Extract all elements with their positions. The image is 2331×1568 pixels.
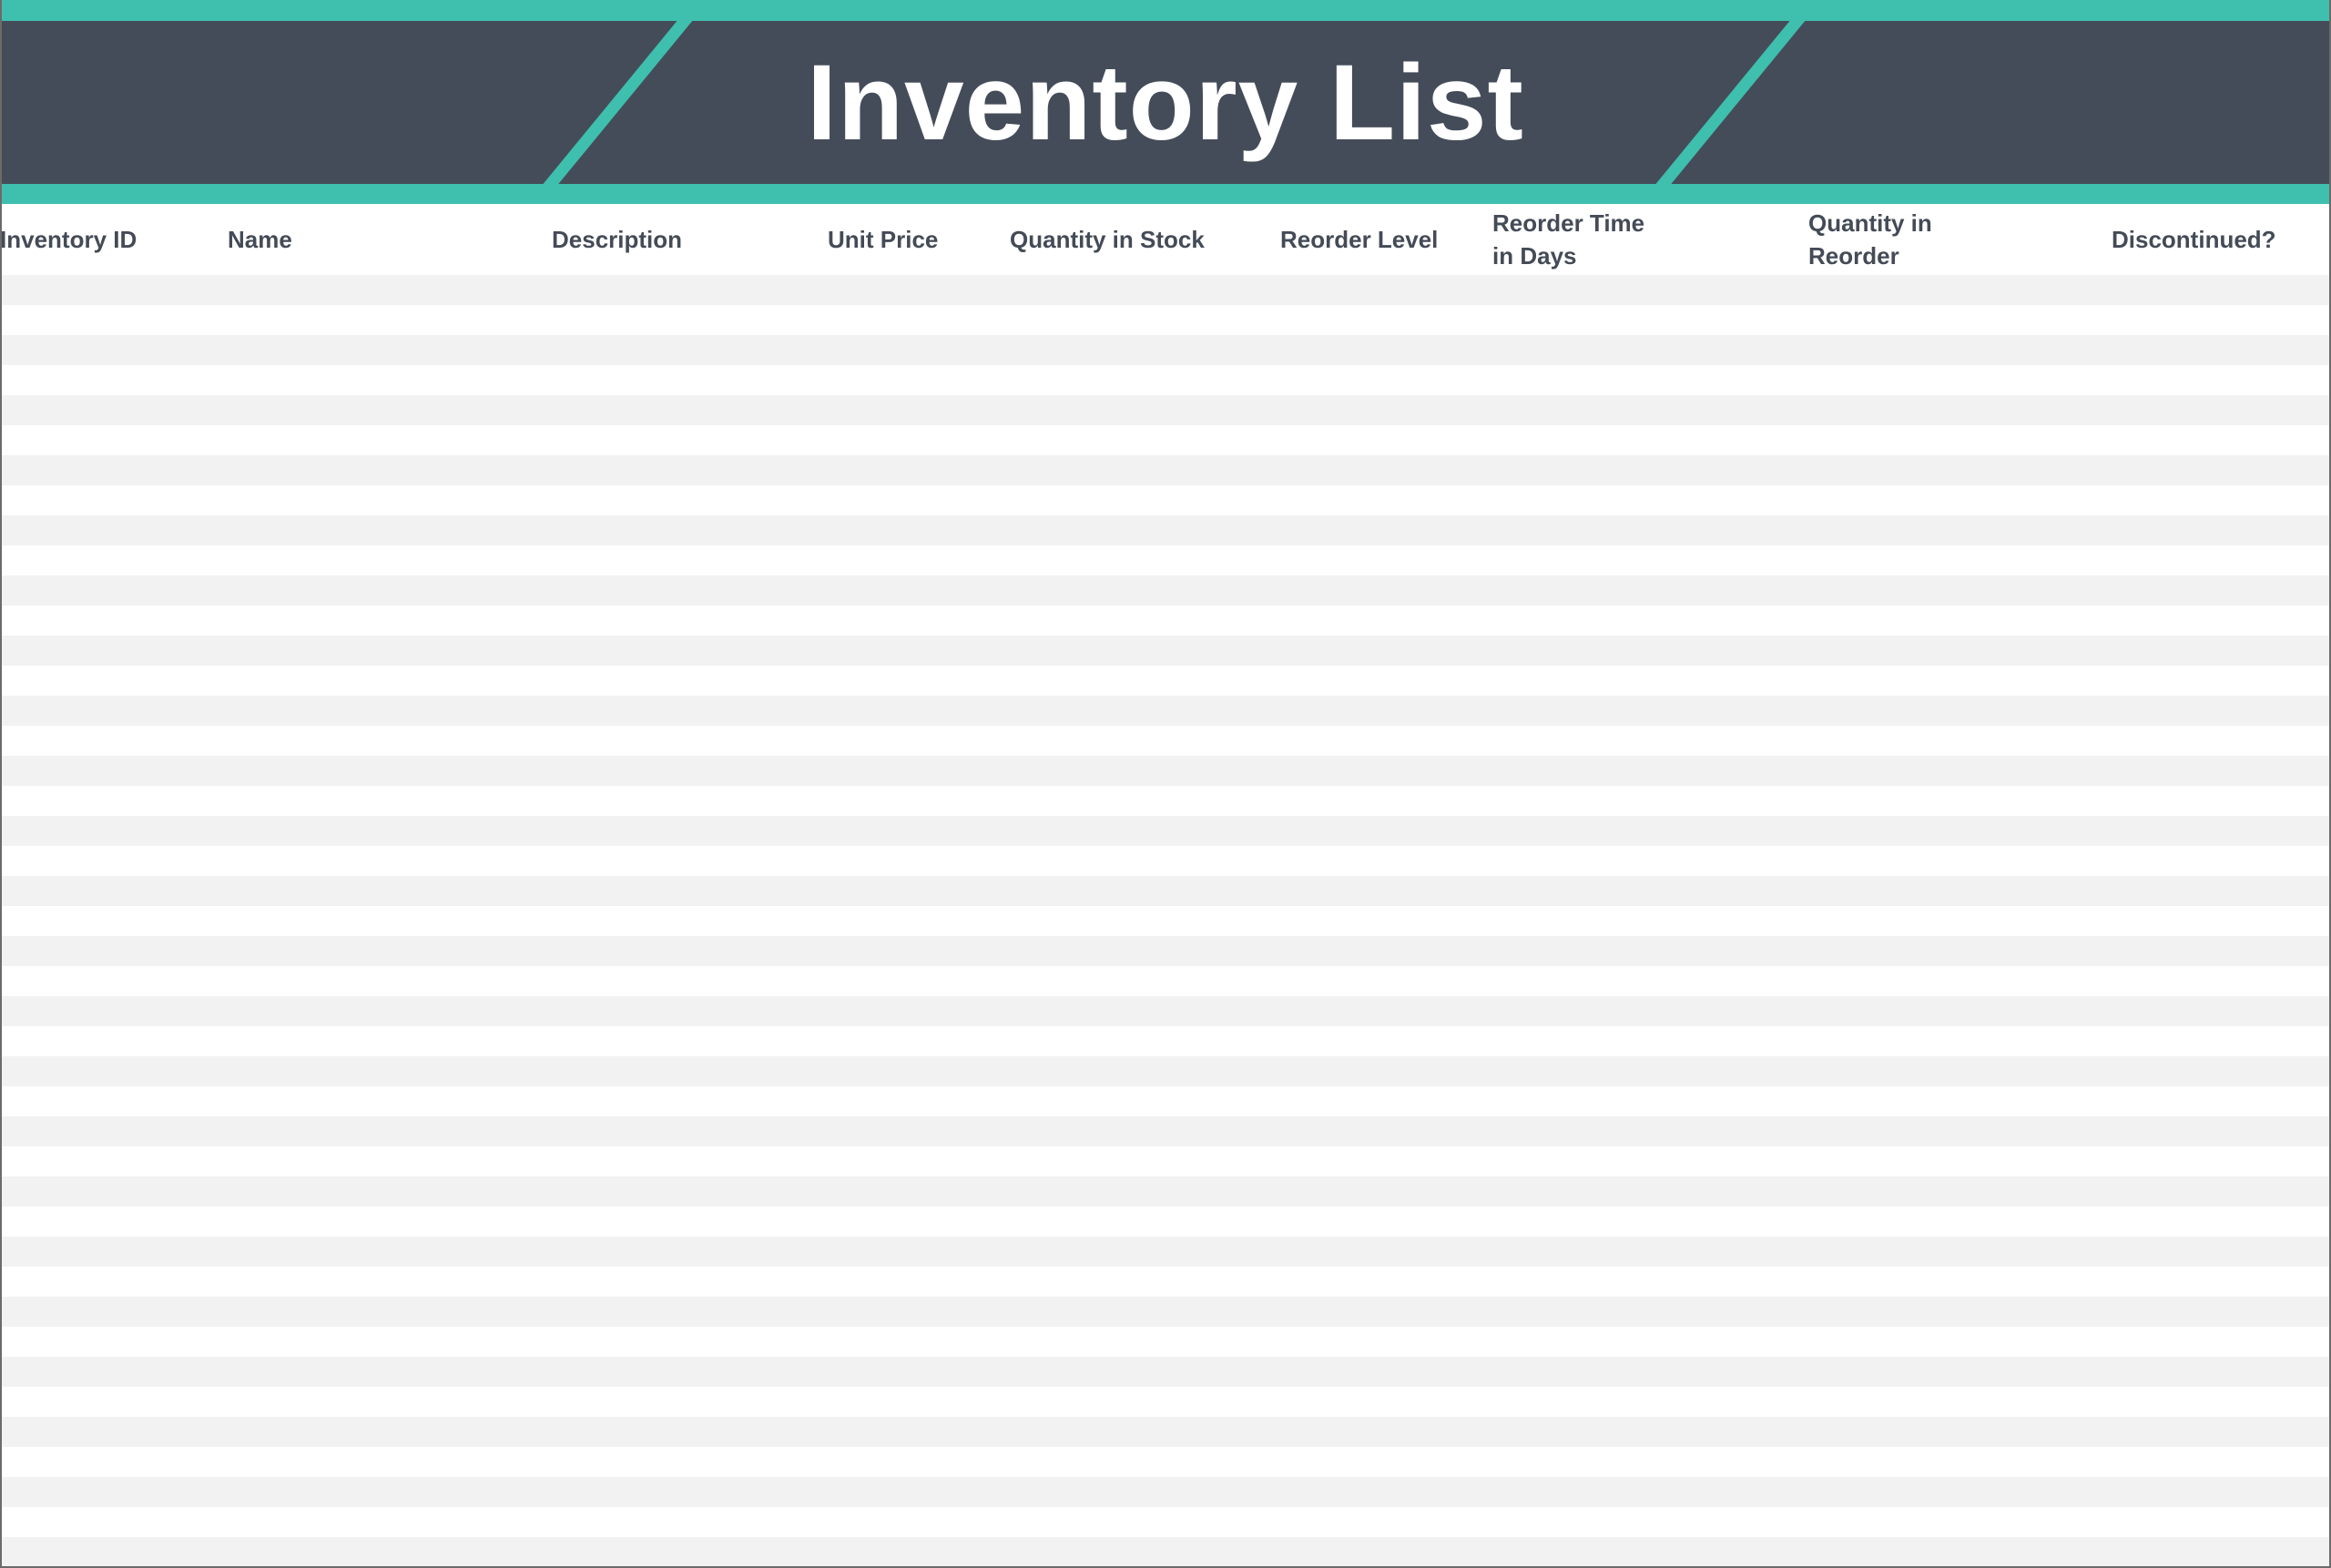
table-row[interactable] bbox=[0, 696, 2331, 726]
table-row[interactable] bbox=[0, 876, 2331, 906]
table-row[interactable] bbox=[0, 666, 2331, 696]
table-row[interactable] bbox=[0, 1267, 2331, 1297]
column-header-unit-price[interactable]: Unit Price bbox=[828, 226, 939, 253]
table-row[interactable] bbox=[0, 1537, 2331, 1567]
table-body bbox=[0, 275, 2331, 1567]
table-row[interactable] bbox=[0, 395, 2331, 425]
table-row[interactable] bbox=[0, 816, 2331, 846]
table-row[interactable] bbox=[0, 455, 2331, 485]
table-row[interactable] bbox=[0, 726, 2331, 756]
title-banner: Inventory List bbox=[0, 0, 2331, 204]
table-row[interactable] bbox=[0, 756, 2331, 786]
table-row[interactable] bbox=[0, 365, 2331, 395]
column-header-inventory-id[interactable]: Inventory ID bbox=[0, 226, 137, 253]
column-header-reorder-time[interactable]: Reorder Time in Days bbox=[1492, 209, 1645, 270]
table-row[interactable] bbox=[0, 305, 2331, 335]
table-row[interactable] bbox=[0, 1507, 2331, 1537]
column-header-reorder-level[interactable]: Reorder Level bbox=[1280, 226, 1439, 253]
table-row[interactable] bbox=[0, 575, 2331, 606]
table-row[interactable] bbox=[0, 1146, 2331, 1176]
diagonal-stripe-right bbox=[1654, 12, 1807, 194]
table-row[interactable] bbox=[0, 1327, 2331, 1357]
banner-dark-band bbox=[0, 21, 2331, 184]
table-row[interactable] bbox=[0, 485, 2331, 515]
table-row[interactable] bbox=[0, 425, 2331, 455]
table-row[interactable] bbox=[0, 996, 2331, 1026]
diagonal-stripe-left bbox=[541, 12, 694, 194]
table-row[interactable] bbox=[0, 936, 2331, 966]
column-header-discontinued[interactable]: Discontinued? bbox=[2112, 226, 2276, 253]
table-row[interactable] bbox=[0, 606, 2331, 636]
table-header-row: Inventory ID Name Description Unit Price… bbox=[0, 204, 2331, 275]
table-row[interactable] bbox=[0, 1237, 2331, 1267]
table-row[interactable] bbox=[0, 1176, 2331, 1207]
table-row[interactable] bbox=[0, 966, 2331, 996]
page-title: Inventory List bbox=[807, 42, 1524, 163]
table-row[interactable] bbox=[0, 1116, 2331, 1146]
table-row[interactable] bbox=[0, 1357, 2331, 1387]
table-row[interactable] bbox=[0, 846, 2331, 876]
table-row[interactable] bbox=[0, 636, 2331, 666]
table-row[interactable] bbox=[0, 1297, 2331, 1327]
table-row[interactable] bbox=[0, 335, 2331, 365]
table-row[interactable] bbox=[0, 275, 2331, 305]
table-row[interactable] bbox=[0, 515, 2331, 545]
table-row[interactable] bbox=[0, 906, 2331, 936]
table-row[interactable] bbox=[0, 1026, 2331, 1056]
table-row[interactable] bbox=[0, 1056, 2331, 1086]
table-row[interactable] bbox=[0, 1207, 2331, 1237]
table-row[interactable] bbox=[0, 786, 2331, 816]
column-header-description[interactable]: Description bbox=[552, 226, 683, 253]
banner-diagonal-stripes bbox=[541, 12, 1807, 194]
column-header-name[interactable]: Name bbox=[228, 226, 292, 253]
column-header-quantity-in-reorder[interactable]: Quantity in Reorder bbox=[1808, 209, 1932, 270]
table-row[interactable] bbox=[0, 1387, 2331, 1417]
table-row[interactable] bbox=[0, 1447, 2331, 1477]
table-row[interactable] bbox=[0, 1417, 2331, 1447]
column-header-quantity-in-stock[interactable]: Quantity in Stock bbox=[1010, 226, 1205, 253]
table-row[interactable] bbox=[0, 1086, 2331, 1116]
table-row[interactable] bbox=[0, 545, 2331, 575]
table-row[interactable] bbox=[0, 1477, 2331, 1507]
